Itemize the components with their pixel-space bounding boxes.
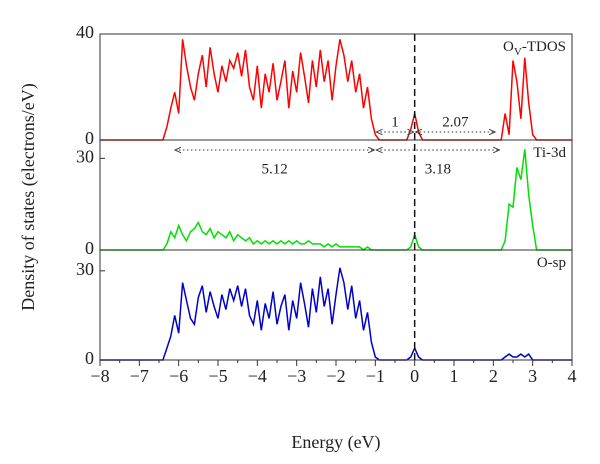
dos-line [100,149,572,251]
panel-label-sub: V [514,46,522,58]
panel-label-base: O [503,39,514,55]
x-tick-label: −3 [287,366,306,386]
x-tick-label: −7 [130,366,149,386]
panel-label: Ti-3d [533,145,566,161]
gap-label: 1 [391,114,399,130]
y-tick-label: 0 [85,348,94,368]
y-tick-label: 40 [76,22,94,42]
y-tick-label: 30 [76,259,94,279]
panel-frame [99,33,573,141]
x-tick-label: −4 [248,366,267,386]
y-tick-label: 30 [76,146,94,166]
panel-label: O-sp [537,255,566,271]
x-tick-label: −1 [366,366,385,386]
x-tick-label: 4 [568,366,577,386]
gap-label: 2.07 [442,114,469,130]
x-tick-label: −8 [90,366,109,386]
x-tick-label: 0 [410,366,419,386]
x-tick-label: 2 [489,366,498,386]
x-axis-label: Energy (eV) [291,432,380,453]
panel-label-base: O-sp [537,255,566,271]
panel-label-base: Ti-3d [533,145,566,161]
y-tick-label: 0 [85,238,94,258]
gap-label: 3.18 [425,161,451,177]
y-axis-label: Density of states (electrons/eV) [18,83,39,310]
dos-line [100,39,572,141]
dos-line [100,267,572,361]
panel-frame [99,249,573,361]
panel-label-rest: -TDOS [522,39,566,55]
x-tick-label: 3 [528,366,537,386]
y-tick-label: 0 [85,128,94,148]
gap-label: 5.12 [262,161,288,177]
panel-label: OV-TDOS [503,39,566,57]
x-tick-label: −2 [326,366,345,386]
x-tick-label: −6 [169,366,188,386]
x-tick-label: 1 [450,366,459,386]
x-tick-label: −5 [208,366,227,386]
